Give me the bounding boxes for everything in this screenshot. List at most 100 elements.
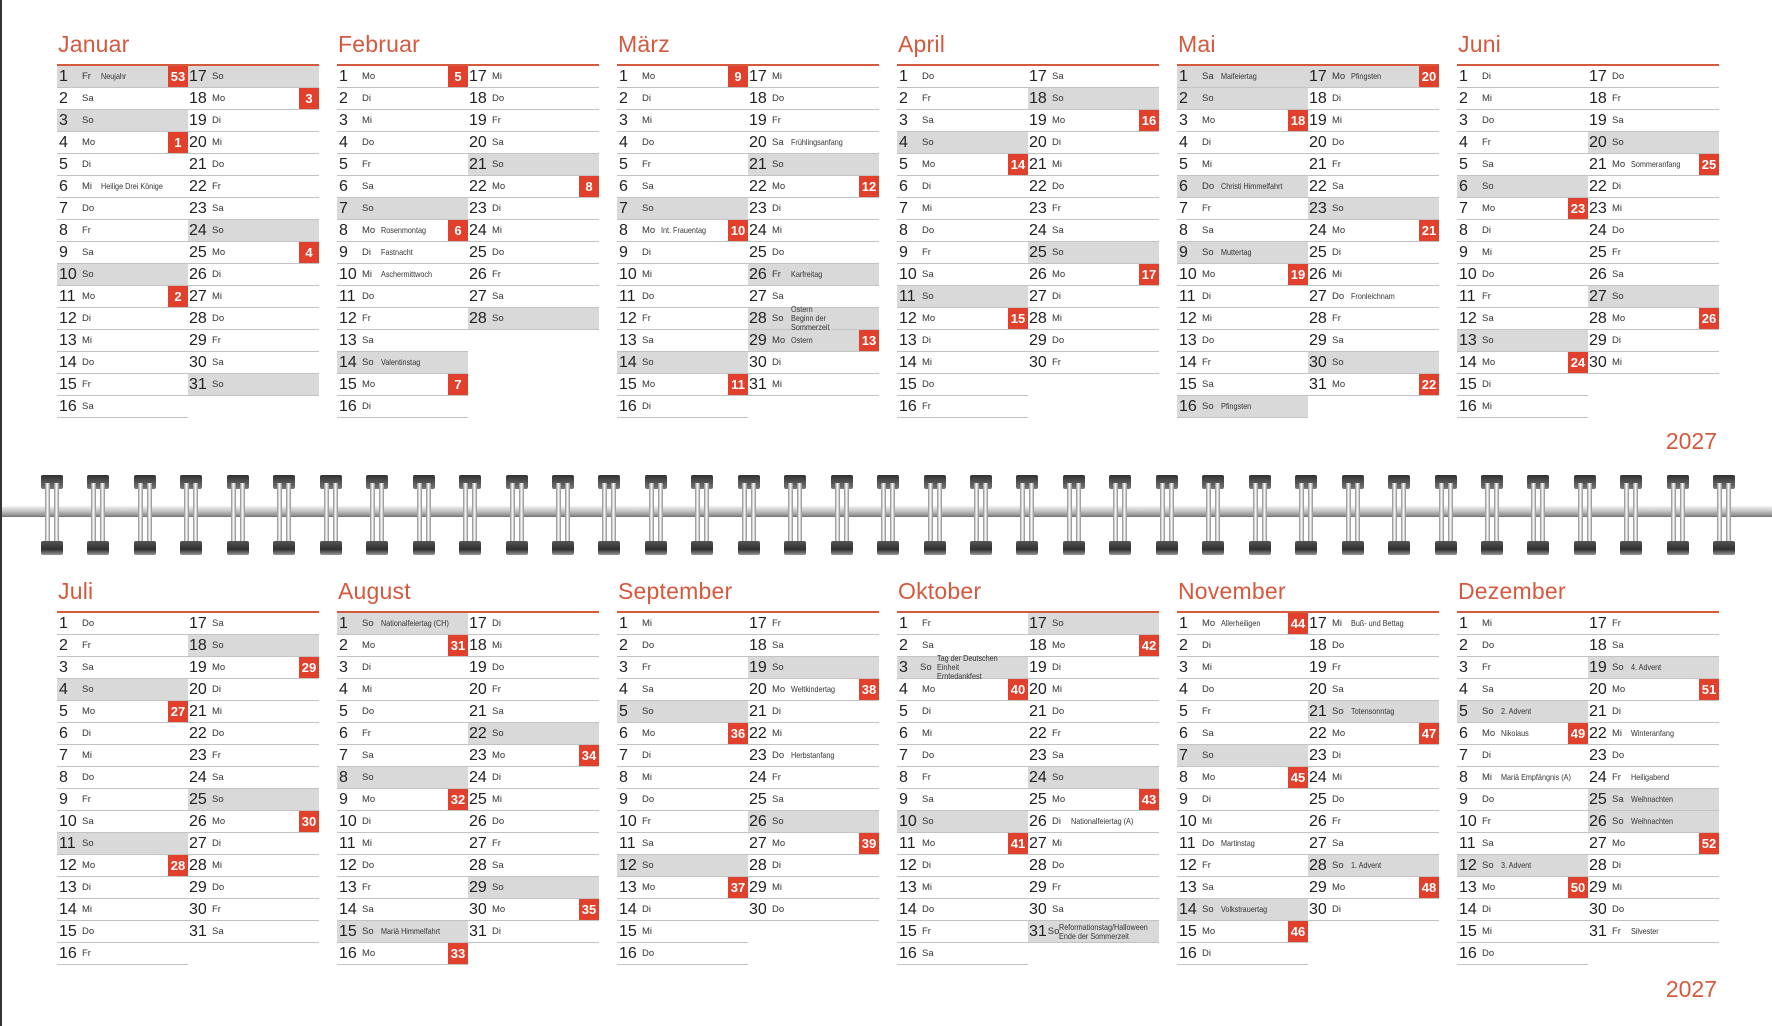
day-row[interactable]: 10 Mi <box>1177 811 1308 833</box>
day-row[interactable]: 20 Mi <box>188 132 319 154</box>
day-row[interactable]: 20 Di <box>1028 132 1159 154</box>
day-row[interactable]: 14 Mo 24 <box>1457 352 1588 374</box>
day-row[interactable]: 24 Fr Heiligabend <box>1588 767 1719 789</box>
day-row[interactable]: 11 Do <box>337 286 468 308</box>
day-row[interactable]: 12 Di <box>897 855 1028 877</box>
day-row[interactable]: 2 Sa <box>897 635 1028 657</box>
day-row[interactable]: 29 So <box>468 877 599 899</box>
day-row[interactable]: 9 Mi <box>1457 242 1588 264</box>
day-row[interactable]: 17 Sa <box>1028 66 1159 88</box>
day-row[interactable]: 6 Di <box>897 176 1028 198</box>
day-row[interactable]: 11 Sa <box>1457 833 1588 855</box>
day-row[interactable]: 15 Mo 46 <box>1177 921 1308 943</box>
day-row[interactable]: 26 Sa <box>1588 264 1719 286</box>
day-row[interactable]: 3 Mi <box>1177 657 1308 679</box>
day-row[interactable]: 19 So <box>748 657 879 679</box>
day-row[interactable]: 11 Di <box>1177 286 1308 308</box>
day-row[interactable]: 30 Fr <box>1028 352 1159 374</box>
day-row[interactable]: 1 Fr <box>897 613 1028 635</box>
day-row[interactable]: 15 Mo 11 <box>617 374 748 396</box>
day-row[interactable]: 6 Sa <box>617 176 748 198</box>
day-row[interactable]: 28 Do <box>1028 855 1159 877</box>
day-row[interactable]: 6 Sa <box>1177 723 1308 745</box>
day-row[interactable]: 1 Do <box>57 613 188 635</box>
day-row[interactable]: 24 Sa <box>188 767 319 789</box>
day-row[interactable]: 29 Sa <box>1308 330 1439 352</box>
day-row[interactable]: 7 So <box>1177 745 1308 767</box>
day-row[interactable]: 14 Mi <box>897 352 1028 374</box>
day-row[interactable]: 16 Di <box>337 396 468 418</box>
day-row[interactable]: 25 So <box>1028 242 1159 264</box>
day-row[interactable]: 20 Mo Weltkindertag 38 <box>748 679 879 701</box>
day-row[interactable]: 3 Fr <box>1457 657 1588 679</box>
day-row[interactable]: 20 Do <box>1308 132 1439 154</box>
day-row[interactable]: 4 Sa <box>1457 679 1588 701</box>
day-row[interactable]: 14 Sa <box>337 899 468 921</box>
day-row[interactable]: 30 Do <box>748 899 879 921</box>
day-row[interactable]: 29 Fr <box>1028 877 1159 899</box>
day-row[interactable]: 4 So <box>897 132 1028 154</box>
day-row[interactable]: 19 Fr <box>468 110 599 132</box>
day-row[interactable]: 14 So Volkstrauertag <box>1177 899 1308 921</box>
day-row[interactable]: 16 Do <box>617 943 748 965</box>
day-row[interactable]: 18 So <box>188 635 319 657</box>
day-row[interactable]: 31 Fr Silvester <box>1588 921 1719 943</box>
day-row[interactable]: 18 Mi <box>468 635 599 657</box>
day-row[interactable]: 27 Di <box>1028 286 1159 308</box>
day-row[interactable]: 4 Do <box>337 132 468 154</box>
day-row[interactable]: 5 Do <box>337 701 468 723</box>
day-row[interactable]: 19 Fr <box>748 110 879 132</box>
day-row[interactable]: 22 Do <box>1028 176 1159 198</box>
day-row[interactable]: 21 Mi <box>1028 154 1159 176</box>
day-row[interactable]: 29 Mi <box>748 877 879 899</box>
day-row[interactable]: 28 Sa <box>468 855 599 877</box>
day-row[interactable]: 12 Mi <box>1177 308 1308 330</box>
day-row[interactable]: 2 Do <box>617 635 748 657</box>
day-row[interactable]: 11 Mi <box>337 833 468 855</box>
day-row[interactable]: 7 So <box>337 198 468 220</box>
day-row[interactable]: 14 Fr <box>1177 352 1308 374</box>
day-row[interactable]: 25 Mo 4 <box>188 242 319 264</box>
day-row[interactable]: 18 Do <box>748 88 879 110</box>
day-row[interactable]: 22 Fr <box>1028 723 1159 745</box>
day-row[interactable]: 24 Do <box>1588 220 1719 242</box>
day-row[interactable]: 16 Fr <box>897 396 1028 418</box>
day-row[interactable]: 4 So <box>57 679 188 701</box>
day-row[interactable]: 7 Do <box>897 745 1028 767</box>
day-row[interactable]: 15 Fr <box>57 374 188 396</box>
day-row[interactable]: 3 So Tag der Deutschen Einheit Erntedankfe… <box>897 654 1028 681</box>
day-row[interactable]: 18 Do <box>1308 635 1439 657</box>
day-row[interactable]: 9 Fr <box>57 789 188 811</box>
day-row[interactable]: 30 Sa <box>1028 899 1159 921</box>
day-row[interactable]: 3 Sa <box>897 110 1028 132</box>
day-row[interactable]: 21 Mo Sommeranfang 25 <box>1588 154 1719 176</box>
day-row[interactable]: 13 Mi <box>57 330 188 352</box>
day-row[interactable]: 1 Mo Allerheiligen 44 <box>1177 613 1308 635</box>
day-row[interactable]: 2 Di <box>337 88 468 110</box>
day-row[interactable]: 23 Do Herbstanfang <box>748 745 879 767</box>
day-row[interactable]: 8 Fr <box>57 220 188 242</box>
day-row[interactable]: 28 Fr <box>1308 308 1439 330</box>
day-row[interactable]: 7 Di <box>617 745 748 767</box>
day-row[interactable]: 2 Fr <box>897 88 1028 110</box>
day-row[interactable]: 19 So 4. Advent <box>1588 657 1719 679</box>
day-row[interactable]: 15 Do <box>57 921 188 943</box>
day-row[interactable]: 19 Mo 16 <box>1028 110 1159 132</box>
day-row[interactable]: 13 Sa <box>617 330 748 352</box>
day-row[interactable]: 18 Mo 42 <box>1028 635 1159 657</box>
day-row[interactable]: 9 Di <box>1177 789 1308 811</box>
day-row[interactable]: 25 Do <box>468 242 599 264</box>
day-row[interactable]: 10 Di <box>337 811 468 833</box>
day-row[interactable]: 20 Di <box>188 679 319 701</box>
day-row[interactable]: 29 Do <box>188 877 319 899</box>
day-row[interactable]: 4 Di <box>1177 132 1308 154</box>
day-row[interactable]: 11 Do Martinstag <box>1177 833 1308 855</box>
day-row[interactable]: 22 Fr <box>188 176 319 198</box>
day-row[interactable]: 15 Fr <box>897 921 1028 943</box>
day-row[interactable]: 15 So Mariä Himmelfahrt <box>337 921 468 943</box>
day-row[interactable]: 29 Di <box>1588 330 1719 352</box>
day-row[interactable]: 25 Sa <box>748 789 879 811</box>
day-row[interactable]: 6 So <box>1457 176 1588 198</box>
day-row[interactable]: 27 Fr <box>468 833 599 855</box>
day-row[interactable]: 26 So Weihnachten <box>1588 811 1719 833</box>
